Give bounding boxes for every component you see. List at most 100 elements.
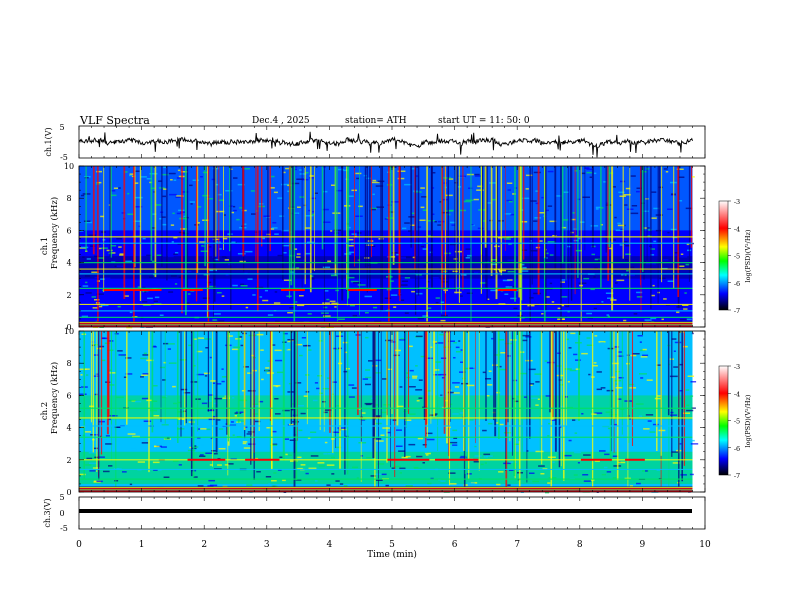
ch2-spectrogram-speckle xyxy=(409,345,413,348)
ch1-spectrogram-speckle xyxy=(466,292,473,294)
ch1-spectrogram-speckle xyxy=(541,196,544,199)
ch2-spectrogram-speckle xyxy=(424,451,427,454)
ch1-spectrogram-speckle xyxy=(397,177,405,180)
ch2-spectrogram-speckle xyxy=(237,420,245,422)
ch1-spectrogram-speckle xyxy=(474,173,480,176)
ch1-spectrogram-speckle xyxy=(330,230,333,232)
ch1-spectrogram-speckle xyxy=(384,218,389,220)
ch2-spectrogram-speckle xyxy=(357,408,361,410)
ch3-waveform-xticks xyxy=(78,497,706,529)
ch1-spectrogram-speckle xyxy=(149,173,158,175)
ch2-spectrogram-speckle xyxy=(335,446,342,449)
ch2-spectrogram-speckle xyxy=(615,445,623,447)
ch1-spectrogram-speckle xyxy=(223,214,226,216)
ch1-colorbar-label: log(PSD)(V²/Hz) xyxy=(744,229,752,282)
ch1-spectrogram-speckle xyxy=(440,319,446,322)
ch1-spectrogram-speckle xyxy=(98,305,103,308)
time-tick-label: 2 xyxy=(201,540,207,550)
ch1-colorbar: -3 -4 -5 -6 -7 log(PSD)(V²/Hz) xyxy=(718,198,752,315)
ch2-spectrogram-speckle xyxy=(335,348,340,350)
ch2-spectrogram-speckle xyxy=(221,380,225,383)
ch2-spectrogram-speckle xyxy=(221,376,227,378)
ch2-spectrogram-speckle xyxy=(486,455,493,457)
ch1-spectrogram-speckle xyxy=(336,189,343,192)
ch2-channel-label: ch.2 xyxy=(40,402,50,420)
ch1-spectrogram-speckle xyxy=(237,253,246,255)
ch1-spectrogram-speckle xyxy=(314,192,318,194)
ch2-spectrogram-speckle xyxy=(127,433,136,435)
ch2-spectrogram-speckle xyxy=(278,373,282,375)
ch2-colorbar-tick-label: -3 xyxy=(734,363,740,371)
ch2-spectrogram-speckle xyxy=(163,476,170,478)
ch1-spectrogram-speckle xyxy=(125,260,132,263)
ch1-spectrogram-speckle xyxy=(281,229,289,232)
ch2-spectrogram-speckle xyxy=(365,376,372,379)
ch2-spectrogram-speckle xyxy=(135,400,142,403)
ch2-spectrogram-speckle xyxy=(325,348,333,351)
ch2-spectrogram-speckle xyxy=(172,385,176,388)
ch2-spectrogram-speckle xyxy=(343,484,348,487)
ch2-spectrogram-speckle xyxy=(365,354,369,356)
ch1-spectrogram-speckle xyxy=(372,193,375,196)
ch2-spectrogram-speckle xyxy=(143,352,147,355)
ch2-spectrogram-speckle xyxy=(230,421,234,423)
ch2-spectrogram-speckle xyxy=(323,333,331,335)
ch2-spectrogram-speckle xyxy=(240,344,244,347)
ch2-spectrogram-speckle xyxy=(251,354,255,357)
ch2-spectrogram-speckle xyxy=(93,447,99,450)
ch1-spectrogram-speckle xyxy=(404,183,412,186)
ch1-spectrogram-speckle xyxy=(155,204,162,206)
ch1-spectrogram-speckle xyxy=(557,307,562,310)
ch2-spectrogram-speckle xyxy=(365,369,370,371)
ch1-spectrogram-speckle xyxy=(423,265,427,267)
ch2-spectrogram-speckle xyxy=(396,429,402,431)
ch2-spectrogram-speckle xyxy=(186,383,194,385)
ch2-spectrogram-speckle xyxy=(214,397,222,400)
ch2-spectrogram-speckle xyxy=(84,431,91,433)
ch1-spectrogram-speckle xyxy=(630,212,639,215)
ch2-spectrogram-speckle xyxy=(336,432,341,435)
ch2-spectrogram-speckle xyxy=(374,344,382,346)
ch2-spectrogram-speckle xyxy=(385,484,389,487)
ch1-spectrogram-speckle xyxy=(620,180,626,183)
ch2-spectrogram-speckle xyxy=(210,380,217,382)
ch2-spectrogram-speckle xyxy=(224,464,229,466)
ch2-spectrogram-speckle xyxy=(331,456,335,459)
ch1-spectrogram-speckle xyxy=(180,270,188,272)
ch2-spectrogram-speckle xyxy=(500,345,506,347)
ch2-spectrogram-speckle xyxy=(649,431,656,433)
ch2-spectrogram-speckle xyxy=(487,366,493,369)
ch2-spectrogram-speckle xyxy=(256,333,264,336)
ch2-spectrogram-speckle xyxy=(376,463,385,465)
ch2-spectrogram-speckle xyxy=(574,451,582,454)
ch1-spectrogram-speckle xyxy=(295,301,298,303)
ch1-spectrogram-speckle xyxy=(208,285,216,288)
time-tick-label: 8 xyxy=(577,540,583,550)
ch2-spectrogram-speckle xyxy=(132,435,140,438)
ch1-spectrogram-speckle xyxy=(222,237,228,240)
ch2-spectrogram-speckle xyxy=(226,335,233,337)
ch2-spectrogram-speckle xyxy=(545,395,551,397)
ch2-spectrogram-speckle xyxy=(118,354,127,356)
ch1-spectrogram-speckle xyxy=(338,168,344,171)
ch2-spectrogram-speckle xyxy=(275,413,281,415)
ch1-spectrogram-speckle xyxy=(173,179,177,181)
ch2-spectrogram-speckle xyxy=(323,411,328,414)
ch2-spectrogram-speckle xyxy=(638,415,643,417)
ch2-spectrogram-speckle xyxy=(80,374,83,376)
ch2-spectrogram-speckle xyxy=(177,411,184,413)
ch1-spectrogram-speckle xyxy=(567,245,572,248)
ch2-spectrogram-speckle xyxy=(498,471,504,473)
ch2-spectrogram-speckle xyxy=(409,413,416,415)
ch1-spectrogram-speckle xyxy=(684,292,687,294)
ch1-waveform-panel: 5 -5 ch.1(V) xyxy=(44,123,706,162)
ch2-spectrogram-speckle xyxy=(300,464,306,466)
ch2-spectrogram-speckle xyxy=(332,381,337,383)
ch1-spectrogram-speckle xyxy=(445,269,454,271)
time-tick-label: 3 xyxy=(264,540,270,550)
ch1-spectrogram-speckle xyxy=(625,253,631,255)
ch2-spectrogram-speckle xyxy=(519,372,527,375)
ch2-spectrogram-speckle xyxy=(137,461,145,463)
ch1-spectrogram-speckle xyxy=(364,295,372,298)
